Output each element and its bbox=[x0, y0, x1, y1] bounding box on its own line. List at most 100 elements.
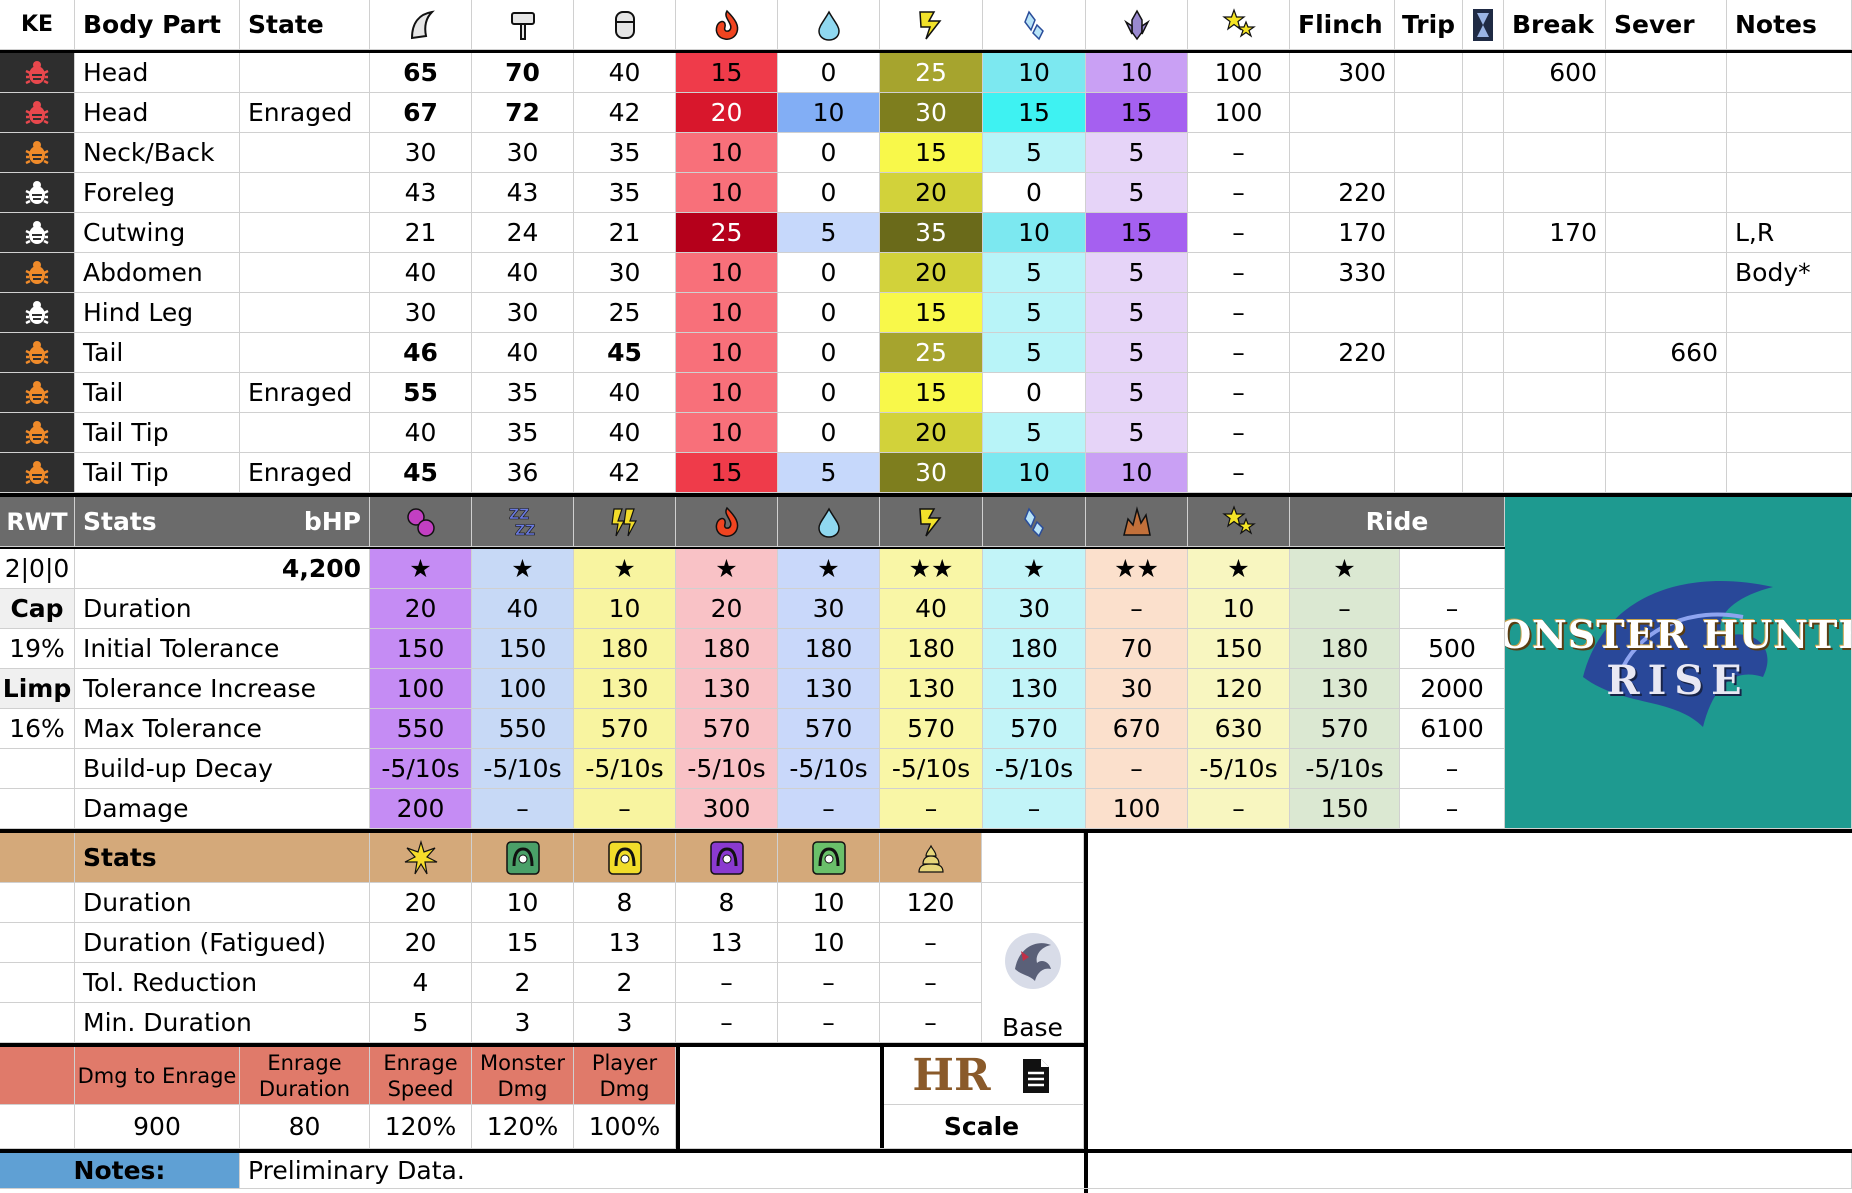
body-part-cell: Tail bbox=[75, 333, 240, 373]
flash-value: 20 bbox=[370, 883, 472, 923]
shock-trap-value: 13 bbox=[574, 923, 676, 963]
trip-value bbox=[1395, 333, 1463, 373]
sever-value bbox=[1606, 253, 1727, 293]
trip-value bbox=[1395, 413, 1463, 453]
ice-value: 0 bbox=[983, 173, 1086, 213]
notes-value bbox=[1727, 453, 1852, 493]
water-value: 5 bbox=[778, 453, 880, 493]
cut-value: 55 bbox=[370, 373, 472, 413]
flash-pod-icon bbox=[370, 833, 472, 883]
rwt-value bbox=[0, 749, 75, 789]
tranq-bomb-icon bbox=[676, 833, 778, 883]
impact-value: 24 bbox=[472, 213, 574, 253]
state-cell: Enraged bbox=[240, 373, 370, 413]
stun-value: – bbox=[1188, 293, 1290, 333]
monster-hunter-rise-logo: MONSTER HUNTERRISE bbox=[1505, 497, 1852, 829]
exhaust-value: 570 bbox=[1290, 709, 1400, 749]
fire-icon bbox=[676, 0, 778, 50]
ride-value: – bbox=[1400, 749, 1505, 789]
state-cell: Enraged bbox=[240, 93, 370, 133]
status-row-label: Tolerance Increase bbox=[75, 669, 370, 709]
flinch-value bbox=[1290, 93, 1395, 133]
net-value: – bbox=[778, 963, 880, 1003]
enrage-divider bbox=[676, 1047, 680, 1149]
thunderblight-value: – bbox=[880, 789, 983, 829]
trap-left-blank bbox=[0, 923, 75, 963]
paralysis-value: 130 bbox=[574, 669, 676, 709]
waterblight-icon bbox=[778, 497, 880, 547]
dragon-value: 5 bbox=[1086, 253, 1188, 293]
dragon-value: 5 bbox=[1086, 293, 1188, 333]
body-part-cell: Neck/Back bbox=[75, 133, 240, 173]
waterblight-stars: ★ bbox=[778, 549, 880, 589]
ice-value: 5 bbox=[983, 253, 1086, 293]
impact-value: 72 bbox=[472, 93, 574, 133]
blast-value: 100 bbox=[1086, 789, 1188, 829]
shock-trap-icon bbox=[574, 833, 676, 883]
fire-value: 15 bbox=[676, 53, 778, 93]
enrage-header: Monster Dmg bbox=[472, 1047, 574, 1105]
svg-text:ZZ: ZZ bbox=[515, 523, 535, 539]
stun-value: 100 bbox=[1188, 93, 1290, 133]
waterblight-value: 180 bbox=[778, 629, 880, 669]
waterblight-value: – bbox=[778, 789, 880, 829]
notes-value bbox=[1727, 173, 1852, 213]
trip-header: Trip bbox=[1395, 0, 1463, 50]
paralysis-value: 10 bbox=[574, 589, 676, 629]
state-cell bbox=[240, 173, 370, 213]
ke-icon bbox=[0, 293, 75, 333]
trap-header-blank bbox=[0, 833, 75, 883]
poison-value: 550 bbox=[370, 709, 472, 749]
section-divider bbox=[0, 1043, 1088, 1047]
pitfall-trap-value: 3 bbox=[472, 1003, 574, 1043]
net-icon bbox=[778, 833, 880, 883]
poison-stars: ★ bbox=[370, 549, 472, 589]
stun-stars: ★ bbox=[1188, 549, 1290, 589]
flash-value: 5 bbox=[370, 1003, 472, 1043]
body-part-cell: Tail Tip bbox=[75, 453, 240, 493]
hourglass-cell bbox=[1463, 53, 1504, 93]
shot-value: 42 bbox=[574, 93, 676, 133]
ride-stars bbox=[1400, 549, 1505, 589]
trap-row-label: Duration (Fatigued) bbox=[75, 923, 370, 963]
fire-value: 10 bbox=[676, 253, 778, 293]
shot-value: 35 bbox=[574, 133, 676, 173]
vertical-divider bbox=[1084, 833, 1088, 1193]
ice-value: 5 bbox=[983, 413, 1086, 453]
flinch-value: 330 bbox=[1290, 253, 1395, 293]
waterblight-value: 30 bbox=[778, 589, 880, 629]
rwt-value bbox=[0, 789, 75, 829]
body-part-cell: Foreleg bbox=[75, 173, 240, 213]
trap-header-blank2 bbox=[982, 833, 1084, 883]
dung-value: – bbox=[880, 963, 982, 1003]
ice-value: 5 bbox=[983, 293, 1086, 333]
trap-row-label: Min. Duration bbox=[75, 1003, 370, 1043]
notes-value bbox=[1727, 413, 1852, 453]
exhaust-stars: ★ bbox=[1290, 549, 1400, 589]
thunderblight-value: 130 bbox=[880, 669, 983, 709]
dragon-value: 10 bbox=[1086, 53, 1188, 93]
header-divider bbox=[0, 50, 1852, 53]
break-header: Break bbox=[1504, 0, 1606, 50]
shock-trap-value: 8 bbox=[574, 883, 676, 923]
rwt-value: Limp bbox=[0, 669, 75, 709]
hourglass-cell bbox=[1463, 213, 1504, 253]
hourglass-cell bbox=[1463, 93, 1504, 133]
dung-value: 120 bbox=[880, 883, 982, 923]
pitfall-trap-value: 2 bbox=[472, 963, 574, 1003]
water-value: 0 bbox=[778, 253, 880, 293]
hr-scale-icons: HR bbox=[880, 1047, 1084, 1105]
shot-value: 42 bbox=[574, 453, 676, 493]
water-value: 0 bbox=[778, 293, 880, 333]
notes-value: L,R bbox=[1727, 213, 1852, 253]
ride-value: 500 bbox=[1400, 629, 1505, 669]
thunder-value: 25 bbox=[880, 333, 983, 373]
status-row-label: Duration bbox=[75, 589, 370, 629]
state-cell bbox=[240, 53, 370, 93]
flinch-value: 220 bbox=[1290, 333, 1395, 373]
body-part-cell: Tail Tip bbox=[75, 413, 240, 453]
rwt-value: 19% bbox=[0, 629, 75, 669]
thunder-value: 20 bbox=[880, 413, 983, 453]
ke-icon bbox=[0, 173, 75, 213]
notes-value bbox=[1727, 293, 1852, 333]
